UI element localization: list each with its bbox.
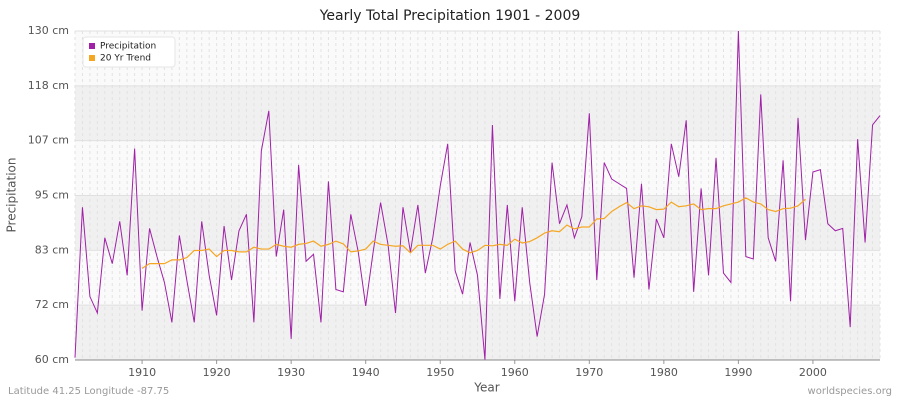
y-tick-label: 107 cm (28, 134, 69, 147)
x-tick-label: 2000 (799, 366, 827, 379)
x-tick-label: 1910 (128, 366, 156, 379)
grid-band (75, 85, 880, 141)
y-tick-label: 118 cm (28, 79, 69, 92)
legend-swatch (89, 43, 95, 49)
x-tick-label: 1990 (724, 366, 752, 379)
legend-label: 20 Yr Trend (100, 54, 151, 64)
x-tick-label: 1930 (277, 366, 305, 379)
y-tick-label: 72 cm (35, 298, 69, 311)
y-tick-label: 95 cm (35, 189, 69, 202)
x-axis-label: Year (473, 381, 499, 395)
x-tick-label: 1920 (203, 366, 231, 379)
legend-swatch (89, 55, 95, 61)
x-tick-label: 1940 (352, 366, 380, 379)
data-line (141, 197, 806, 269)
plot-area (74, 30, 881, 361)
footer-location: Latitude 41.25 Longitude -87.75 (8, 386, 169, 397)
legend-box (82, 36, 176, 68)
footer-source: worldspecies.org (808, 386, 892, 397)
chart-title: Yearly Total Precipitation 1901 - 2009 (319, 8, 581, 24)
x-tick-label: 1980 (650, 366, 678, 379)
y-tick-label: 83 cm (35, 243, 69, 256)
x-tick-label: 1970 (575, 366, 603, 379)
x-tick-label: 1950 (426, 366, 454, 379)
y-axis-label: Precipitation (5, 157, 19, 232)
legend-label: Precipitation (100, 42, 156, 52)
data-line (74, 30, 881, 361)
y-tick-label: 130 cm (28, 24, 69, 37)
x-tick-label: 1960 (501, 366, 529, 379)
y-tick-label: 60 cm (35, 353, 69, 366)
